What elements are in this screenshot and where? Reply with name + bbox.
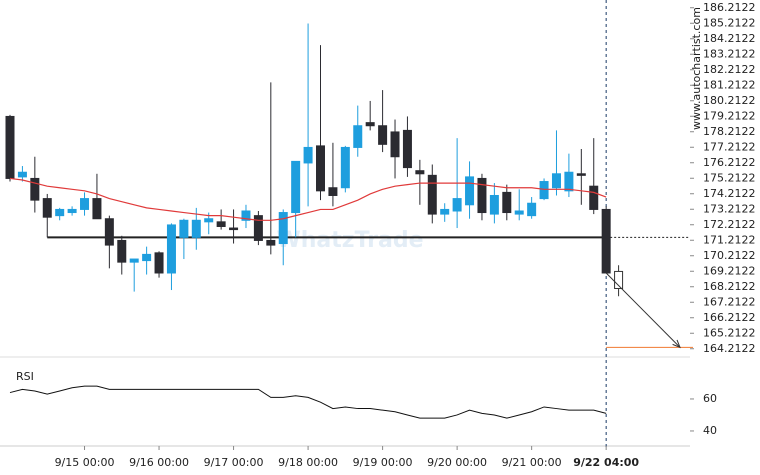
candle-body (340, 146, 350, 189)
candle-body (502, 191, 512, 214)
candle-body (601, 208, 611, 274)
rsi-tick-label: 40 (703, 424, 717, 437)
x-tick-label: 9/18 00:00 (278, 456, 338, 469)
candle-body (402, 129, 412, 169)
y-tick-label: 164.2122 (703, 342, 756, 355)
candle-body (104, 218, 114, 246)
rsi-title: RSI (16, 370, 34, 383)
source-label: www.autochartist.com (690, 7, 703, 130)
candle-body (179, 219, 189, 238)
x-tick-label: 9/17 00:00 (204, 456, 264, 469)
y-tick-label: 175.2122 (703, 171, 756, 184)
y-tick-label: 176.2122 (703, 156, 756, 169)
candle-body (17, 171, 27, 178)
candle-body (67, 208, 77, 214)
candle-body (527, 202, 537, 217)
rsi-line (9, 385, 607, 419)
candle-body (415, 170, 425, 175)
y-tick-label: 173.2122 (703, 202, 756, 215)
candle-body (440, 208, 450, 215)
candle-body (291, 160, 301, 214)
y-tick-label: 171.2122 (703, 233, 756, 246)
x-tick-label: 9/19 00:00 (353, 456, 413, 469)
candle-body (253, 215, 263, 241)
candle-body (191, 219, 201, 238)
y-tick-label: 168.2122 (703, 280, 756, 293)
candle-body (216, 221, 226, 227)
y-tick-label: 181.2122 (703, 78, 756, 91)
candle-body (514, 210, 524, 215)
candle-body (614, 270, 624, 289)
y-tick-label: 165.2122 (703, 326, 756, 339)
candle-body (378, 125, 388, 145)
y-tick-label: 166.2122 (703, 311, 756, 324)
candle-body (129, 258, 139, 263)
candle-body (166, 224, 176, 274)
forecast-arrowhead (672, 339, 681, 349)
y-tick-label: 183.2122 (703, 47, 756, 60)
candle-body (589, 185, 599, 210)
y-tick-label: 167.2122 (703, 295, 756, 308)
y-tick-label: 178.2122 (703, 125, 756, 138)
y-tick-label: 186.2122 (703, 1, 756, 14)
candle-body (5, 115, 15, 179)
candle-body (390, 131, 400, 158)
x-tick-label: 9/20 00:00 (427, 456, 487, 469)
rsi-tick-label: 60 (703, 392, 717, 405)
candle-body (551, 173, 561, 189)
y-tick-label: 184.2122 (703, 32, 756, 45)
candle-body (80, 198, 90, 210)
candle-body (241, 210, 251, 221)
candle-body (564, 171, 574, 192)
candle-body (154, 252, 164, 274)
y-tick-label: 185.2122 (703, 16, 756, 29)
y-tick-label: 180.2122 (703, 94, 756, 107)
x-tick-label: 9/15 00:00 (55, 456, 115, 469)
y-tick-label: 177.2122 (703, 140, 756, 153)
candle-body (30, 177, 40, 201)
candle-body (316, 145, 325, 192)
candle-body (539, 181, 549, 200)
y-tick-label: 170.2122 (703, 249, 756, 262)
candle-body (328, 187, 338, 196)
x-tick-label: 9/16 00:00 (129, 456, 189, 469)
candle-body (353, 125, 363, 148)
candle-body (452, 198, 462, 212)
candle-body (42, 198, 52, 218)
candle-body (92, 198, 102, 220)
candle-body (117, 239, 127, 263)
y-tick-label: 182.2122 (703, 63, 756, 76)
candle-body (477, 177, 487, 214)
candle-body (427, 174, 437, 215)
candle-body (465, 176, 475, 206)
forecast-arrow (605, 272, 681, 348)
watermark: WhatzTrade (276, 228, 423, 253)
candle-body (278, 212, 288, 245)
candle-body (365, 122, 375, 127)
y-tick-label: 169.2122 (703, 264, 756, 277)
x-tick-label: 9/21 00:00 (502, 456, 562, 469)
candle-body (142, 253, 152, 262)
y-tick-label: 172.2122 (703, 218, 756, 231)
candle-body (489, 194, 499, 215)
candle-body (576, 173, 586, 176)
candle-body (303, 146, 313, 164)
candle-body (55, 208, 65, 217)
y-tick-label: 179.2122 (703, 109, 756, 122)
x-tick-label: 9/22 04:00 (573, 456, 639, 469)
candle-body (266, 239, 276, 246)
candle-body (229, 227, 239, 231)
candle-body (204, 218, 214, 223)
y-tick-label: 174.2122 (703, 187, 756, 200)
moving-average (9, 177, 607, 221)
